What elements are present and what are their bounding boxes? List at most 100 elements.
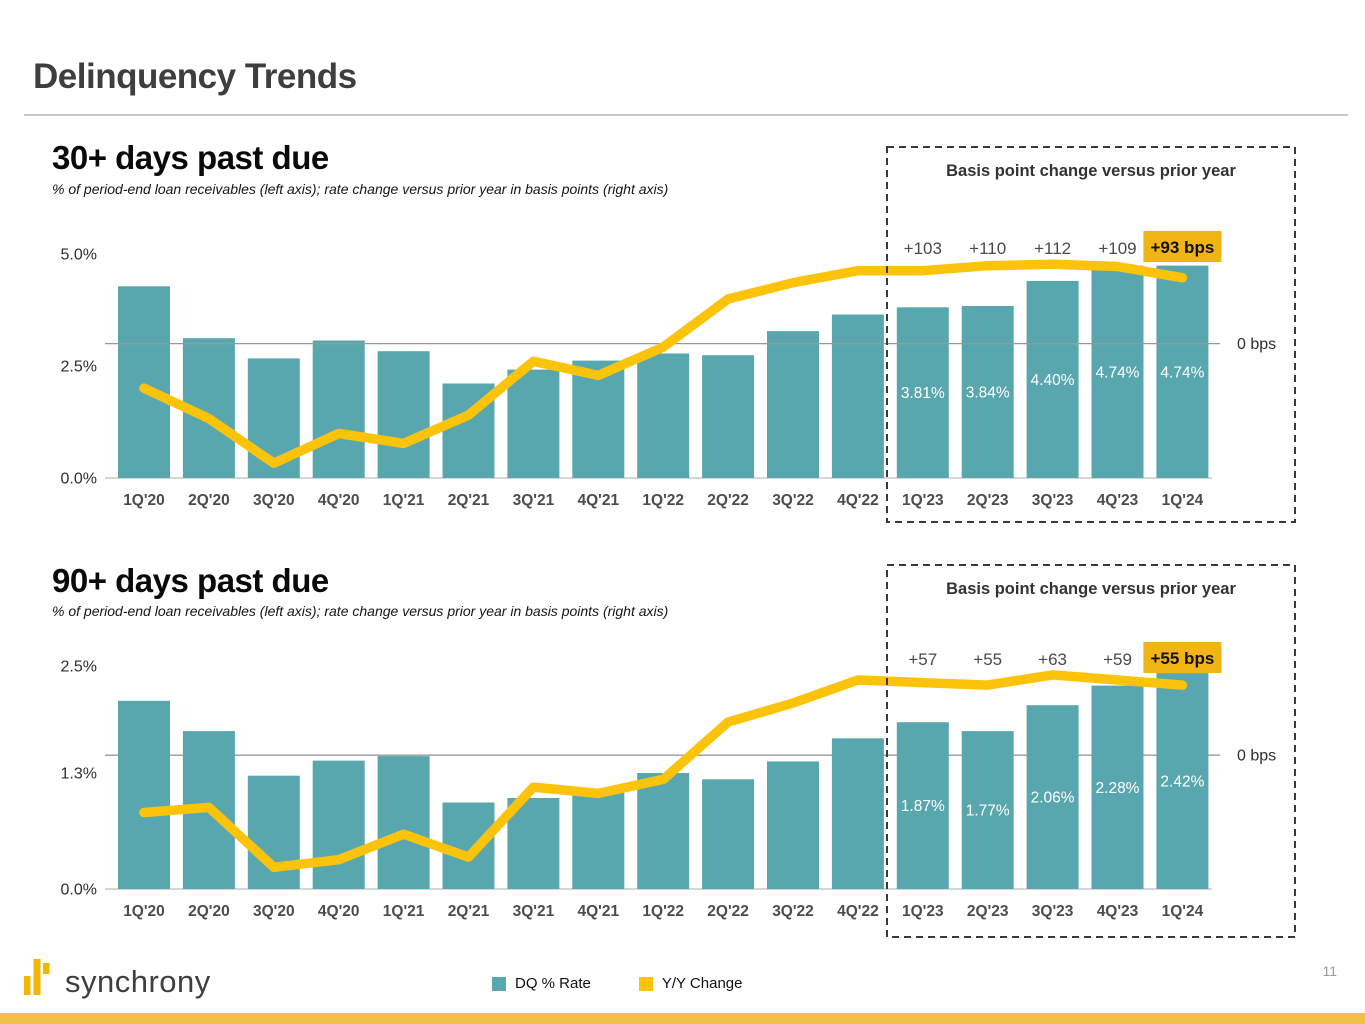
callout-box bbox=[886, 564, 1296, 938]
bps-highlight-label: +93 bps bbox=[1151, 238, 1215, 257]
logo-bar-right bbox=[43, 963, 50, 974]
dq-bar bbox=[507, 369, 560, 478]
logo-bar-middle bbox=[33, 959, 41, 995]
legend-item-yy-change: Y/Y Change bbox=[638, 975, 742, 992]
footer-accent-strip bbox=[0, 1013, 1365, 1024]
x-axis-tick-label: 4Q'20 bbox=[318, 492, 360, 509]
dq-bar bbox=[118, 286, 170, 478]
chart-90-plus-days: 2.5% 1.3% 0.0% 0 bps 1Q'20 2Q'20 3Q'20 4Q'20 1Q'… bbox=[61, 564, 1296, 938]
bps-change-label: +57 bbox=[908, 650, 937, 669]
dq-bar bbox=[312, 340, 365, 478]
bps-change-label: +110 bbox=[969, 239, 1006, 258]
x-axis-tick-label: 2Q'22 bbox=[707, 492, 749, 509]
section-heading-90-plus: 90+ days past due bbox=[52, 562, 329, 599]
x-axis-tick-label: 1Q'24 bbox=[1162, 492, 1204, 509]
logo-bar-left bbox=[24, 976, 31, 995]
section-heading-30-plus: 30+ days past due bbox=[52, 139, 329, 176]
y-axis-tick-label: 0.0% bbox=[61, 882, 97, 899]
x-axis-tick-label: 3Q'22 bbox=[772, 492, 814, 509]
x-axis-tick-label: 3Q'21 bbox=[513, 903, 555, 920]
x-axis-tick-label: 2Q'20 bbox=[188, 492, 230, 509]
x-axis-tick-label: 4Q'23 bbox=[1097, 903, 1139, 920]
x-axis-tick-label: 2Q'20 bbox=[188, 903, 230, 920]
bar-value-label: 1.87% bbox=[901, 798, 945, 815]
dq-bar bbox=[572, 790, 625, 889]
synchrony-logo-mark-icon bbox=[24, 959, 50, 995]
x-axis-tick-label: 3Q'20 bbox=[253, 903, 295, 920]
x-axis-tick-label: 2Q'21 bbox=[448, 903, 490, 920]
synchrony-logo: synchrony bbox=[22, 951, 211, 999]
bar-value-label: 2.06% bbox=[1031, 790, 1075, 807]
x-axis-tick-label: 2Q'23 bbox=[967, 492, 1009, 509]
bar-value-label: 2.42% bbox=[1160, 774, 1204, 791]
dq-bar bbox=[896, 722, 949, 889]
dq-bar bbox=[377, 351, 430, 478]
bps-change-label: +55 bbox=[973, 650, 1002, 669]
dq-bar bbox=[1156, 673, 1209, 889]
chart-legend: DQ % Rate Y/Y Change bbox=[492, 975, 742, 992]
y-axis-tick-label: 2.5% bbox=[61, 659, 97, 676]
yy-change-swatch-icon bbox=[638, 976, 653, 991]
synchrony-wordmark: synchrony bbox=[65, 964, 211, 999]
bar-value-label: 2.28% bbox=[1096, 780, 1140, 797]
dq-bar bbox=[961, 306, 1014, 478]
dq-bar bbox=[1091, 265, 1144, 478]
section-subtitle-90-plus: % of period-end loan receivables (left a… bbox=[52, 603, 669, 619]
bar-value-label: 3.84% bbox=[966, 385, 1010, 402]
y-axis-tick-label: 0.0% bbox=[61, 471, 97, 488]
x-axis-tick-label: 2Q'22 bbox=[707, 903, 749, 920]
dq-rate-swatch-icon bbox=[492, 976, 506, 991]
x-axis-tick-label: 4Q'23 bbox=[1097, 492, 1139, 509]
legend-item-dq-rate: DQ % Rate bbox=[492, 975, 591, 992]
x-axis-tick-label: 2Q'21 bbox=[448, 492, 490, 509]
dq-bar bbox=[637, 353, 690, 478]
dq-bar bbox=[442, 802, 495, 889]
right-axis-zero-label: 0 bps bbox=[1237, 748, 1276, 765]
bar-value-label: 3.81% bbox=[901, 385, 945, 402]
bar-value-label: 4.74% bbox=[1096, 364, 1140, 381]
callout-box-title: Basis point change versus prior year bbox=[946, 580, 1236, 598]
bps-change-label: +59 bbox=[1103, 650, 1132, 669]
page-number: 11 bbox=[1322, 963, 1337, 979]
dq-bar bbox=[831, 314, 884, 478]
y-axis-tick-label: 5.0% bbox=[61, 247, 97, 264]
x-axis-tick-label: 1Q'22 bbox=[642, 903, 684, 920]
bar-value-label: 1.77% bbox=[966, 803, 1010, 820]
dq-bar bbox=[637, 773, 690, 889]
dq-bar bbox=[1156, 265, 1209, 478]
callout-box bbox=[886, 146, 1296, 523]
x-axis-tick-label: 1Q'21 bbox=[383, 903, 425, 920]
x-axis-tick-label: 4Q'22 bbox=[837, 903, 879, 920]
chart-30-plus-days: 5.0% 2.5% 0.0% 0 bps 1Q'20 2Q'20 3Q'20 4Q'20 1Q'… bbox=[61, 146, 1296, 523]
yy-change-line bbox=[139, 259, 1188, 468]
bar-value-label: 4.74% bbox=[1160, 364, 1204, 381]
dq-bar bbox=[507, 798, 560, 889]
dq-bar bbox=[767, 761, 819, 889]
right-axis-zero-label: 0 bps bbox=[1237, 336, 1276, 353]
x-axis-tick-label: 1Q'20 bbox=[123, 492, 165, 509]
bps-highlight-box bbox=[1143, 642, 1222, 673]
x-axis-tick-label: 1Q'20 bbox=[123, 903, 165, 920]
x-axis-tick-label: 1Q'24 bbox=[1162, 903, 1204, 920]
dq-bar bbox=[702, 779, 755, 889]
x-axis-tick-label: 3Q'20 bbox=[253, 492, 295, 509]
dq-bar bbox=[312, 760, 365, 889]
y-axis-tick-label: 2.5% bbox=[61, 359, 97, 376]
dq-bar bbox=[702, 355, 755, 478]
dq-bar bbox=[961, 731, 1014, 889]
dq-bar bbox=[572, 360, 625, 478]
x-axis-tick-label: 2Q'23 bbox=[967, 903, 1009, 920]
bps-highlight-label: +55 bps bbox=[1151, 649, 1215, 668]
x-axis-tick-label: 3Q'21 bbox=[513, 492, 555, 509]
title-divider bbox=[24, 114, 1348, 116]
x-axis-tick-label: 1Q'23 bbox=[902, 492, 944, 509]
x-axis-tick-label: 4Q'20 bbox=[318, 903, 360, 920]
bps-change-label: +63 bbox=[1038, 650, 1067, 669]
dq-bar bbox=[767, 331, 819, 478]
bps-change-label: +103 bbox=[904, 239, 942, 258]
dq-bar bbox=[1026, 280, 1079, 478]
dq-bar bbox=[377, 756, 430, 889]
page-title: Delinquency Trends bbox=[33, 57, 357, 96]
dq-bar bbox=[831, 738, 884, 889]
